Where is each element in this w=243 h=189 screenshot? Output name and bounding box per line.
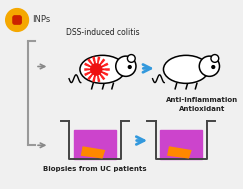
Circle shape: [17, 20, 21, 24]
Circle shape: [13, 20, 17, 24]
Text: Anti-inflammation
Antioxidant: Anti-inflammation Antioxidant: [166, 97, 238, 112]
Text: INPs: INPs: [32, 15, 51, 25]
Polygon shape: [81, 146, 105, 159]
Polygon shape: [160, 130, 202, 159]
Circle shape: [13, 16, 17, 20]
Text: DSS-induced colitis: DSS-induced colitis: [66, 28, 139, 37]
Ellipse shape: [164, 55, 208, 83]
Circle shape: [13, 18, 17, 22]
Circle shape: [127, 55, 135, 62]
Polygon shape: [74, 130, 116, 159]
Circle shape: [15, 18, 19, 22]
Circle shape: [89, 62, 103, 76]
Polygon shape: [167, 146, 192, 159]
Circle shape: [6, 9, 28, 31]
Circle shape: [211, 55, 219, 62]
Circle shape: [199, 56, 219, 76]
Circle shape: [128, 66, 131, 68]
Circle shape: [15, 16, 19, 20]
Circle shape: [15, 20, 19, 24]
Circle shape: [17, 16, 21, 20]
Ellipse shape: [80, 55, 125, 83]
Circle shape: [212, 66, 215, 68]
Circle shape: [17, 18, 21, 22]
Circle shape: [116, 56, 136, 76]
Text: Biopsies from UC patients: Biopsies from UC patients: [43, 166, 147, 172]
